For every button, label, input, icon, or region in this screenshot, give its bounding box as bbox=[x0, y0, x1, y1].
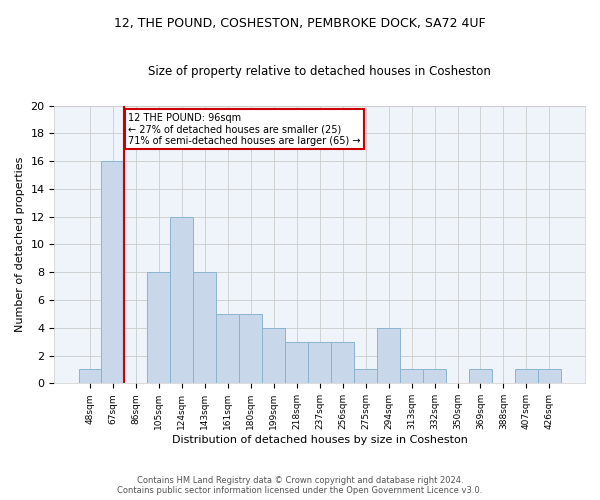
Bar bbox=[193, 272, 217, 384]
Text: 12 THE POUND: 96sqm
← 27% of detached houses are smaller (25)
71% of semi-detach: 12 THE POUND: 96sqm ← 27% of detached ho… bbox=[128, 112, 361, 146]
Bar bbox=[170, 216, 193, 384]
Bar bbox=[239, 314, 262, 384]
Bar bbox=[308, 342, 331, 384]
X-axis label: Distribution of detached houses by size in Cosheston: Distribution of detached houses by size … bbox=[172, 435, 467, 445]
Bar bbox=[423, 370, 446, 384]
Title: Size of property relative to detached houses in Cosheston: Size of property relative to detached ho… bbox=[148, 65, 491, 78]
Bar bbox=[217, 314, 239, 384]
Bar bbox=[400, 370, 423, 384]
Bar bbox=[79, 370, 101, 384]
Bar bbox=[515, 370, 538, 384]
Y-axis label: Number of detached properties: Number of detached properties bbox=[15, 157, 25, 332]
Bar bbox=[101, 161, 124, 384]
Bar bbox=[377, 328, 400, 384]
Bar bbox=[262, 328, 285, 384]
Bar bbox=[148, 272, 170, 384]
Text: Contains HM Land Registry data © Crown copyright and database right 2024.
Contai: Contains HM Land Registry data © Crown c… bbox=[118, 476, 482, 495]
Bar bbox=[331, 342, 354, 384]
Bar bbox=[538, 370, 561, 384]
Text: 12, THE POUND, COSHESTON, PEMBROKE DOCK, SA72 4UF: 12, THE POUND, COSHESTON, PEMBROKE DOCK,… bbox=[114, 18, 486, 30]
Bar bbox=[469, 370, 492, 384]
Bar bbox=[285, 342, 308, 384]
Bar bbox=[354, 370, 377, 384]
